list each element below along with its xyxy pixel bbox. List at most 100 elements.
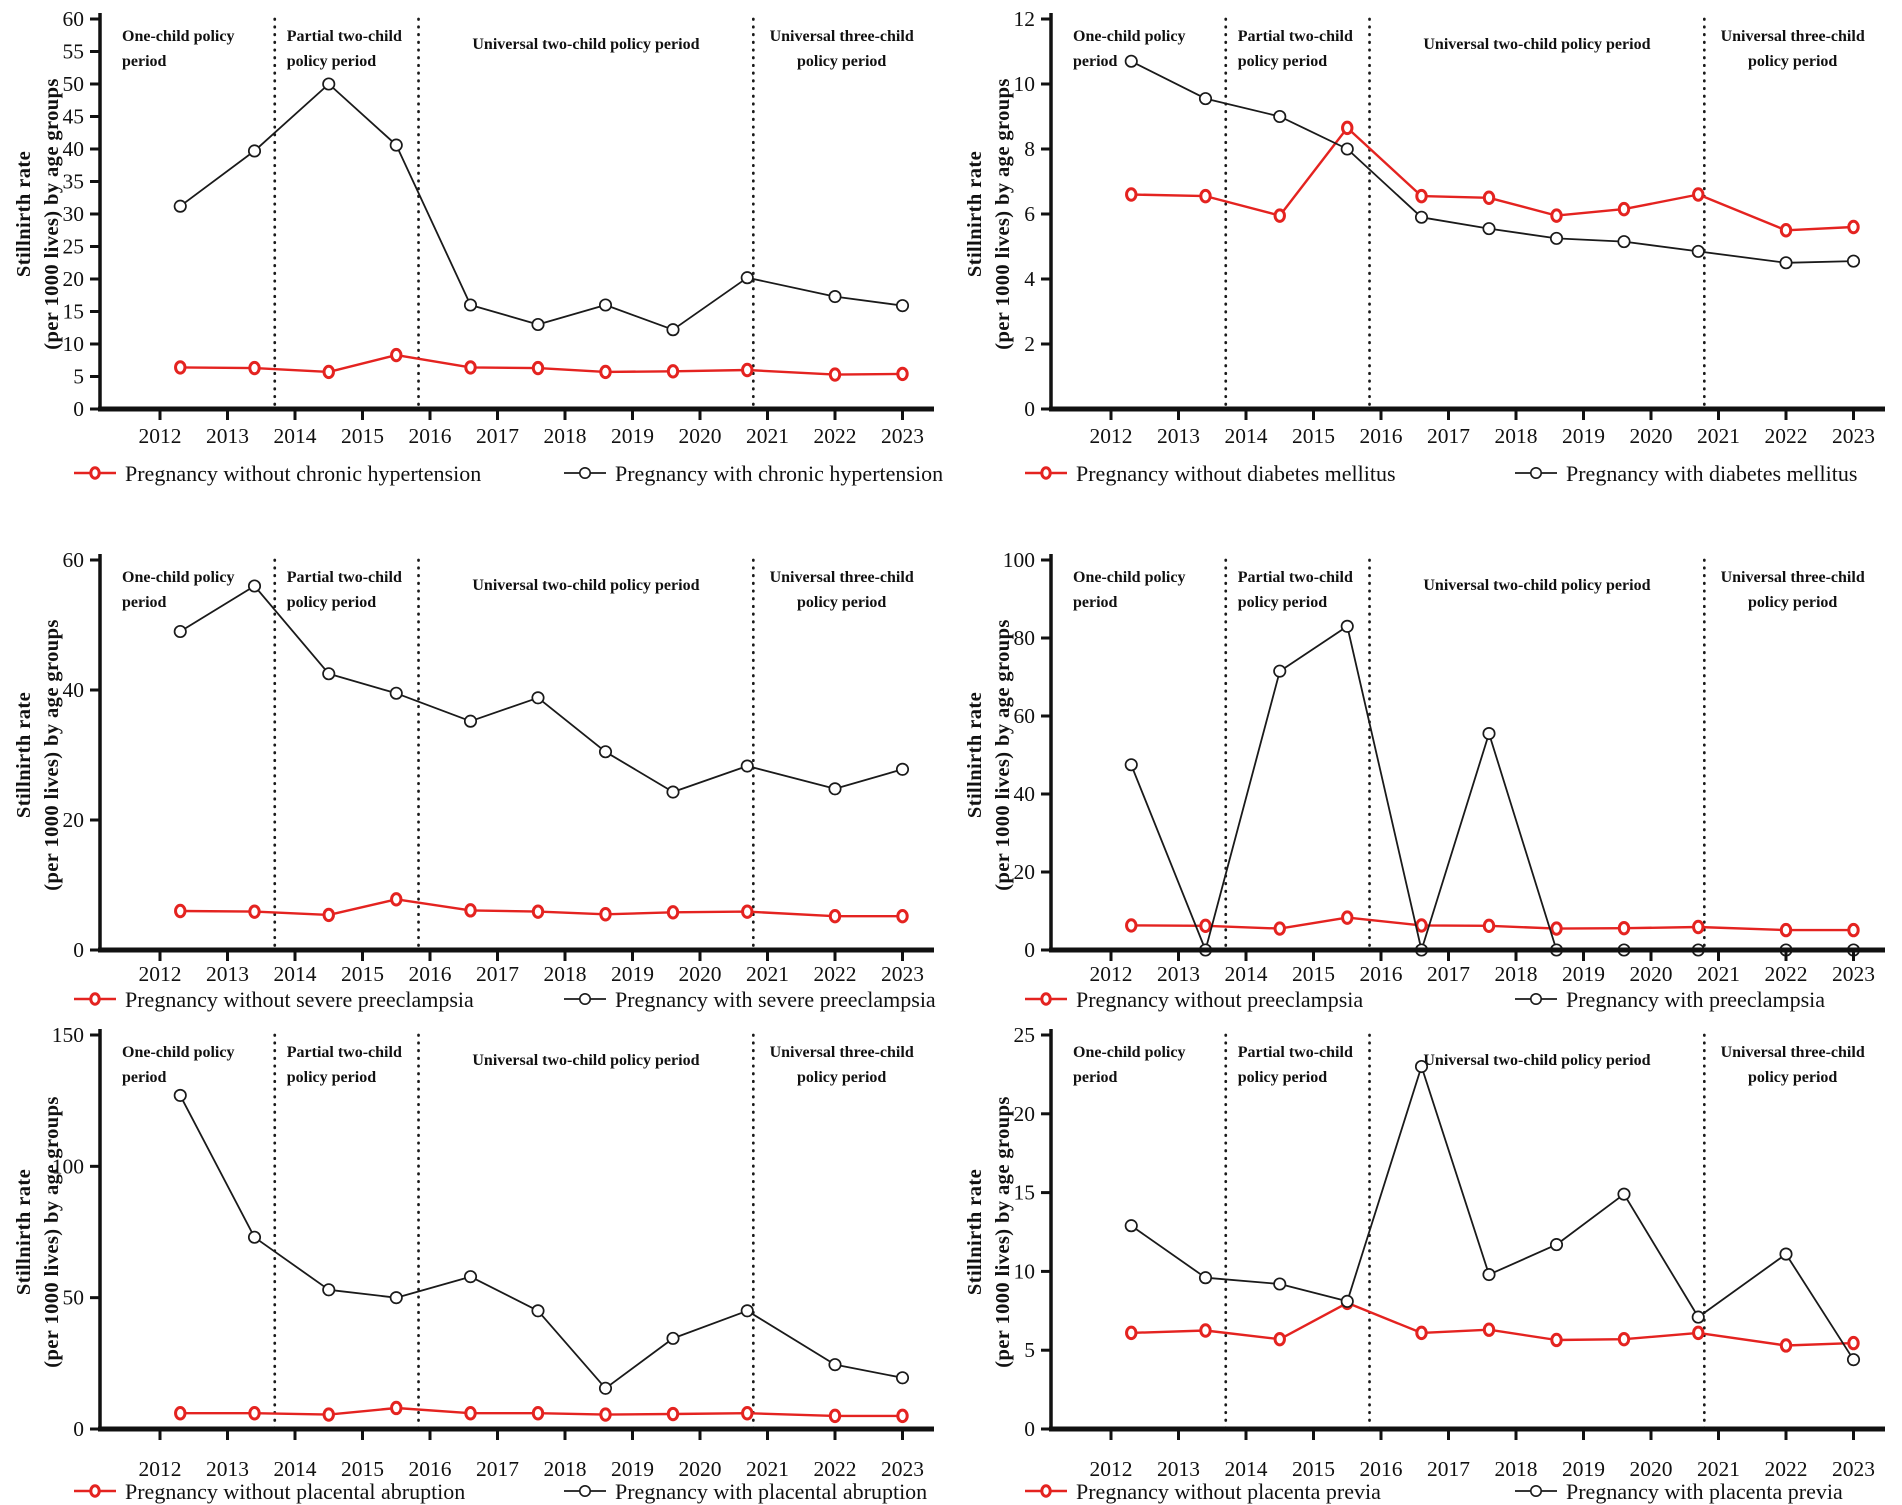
data-point-marker <box>666 323 680 337</box>
data-point-marker <box>390 1400 403 1416</box>
x-tick-label: 2013 <box>1157 962 1200 986</box>
y-axis-title-line2: (per 1000 lives) by age groups <box>992 1096 1014 1367</box>
x-tick-label: 2021 <box>746 962 789 986</box>
legend-marker-circle <box>1529 466 1542 479</box>
y-tick-label: 0 <box>73 938 84 962</box>
data-point-marker <box>1549 231 1564 245</box>
policy-period-label: One-child policy <box>122 28 234 45</box>
y-tick-label: 50 <box>63 72 85 96</box>
x-tick-label: 2023 <box>881 1457 924 1481</box>
x-tick-label: 2018 <box>544 1457 587 1481</box>
policy-period-label: policy period <box>797 1069 886 1086</box>
x-tick-label: 2021 <box>746 1457 789 1481</box>
data-point-marker <box>1124 1219 1138 1233</box>
policy-period-label: One-child policy <box>122 569 234 586</box>
series-line-with-placental-abruption <box>179 1094 903 1390</box>
legend-label: Pregnancy with preeclampsia <box>1566 987 1825 1012</box>
legend-label: Pregnancy with severe preeclampsia <box>615 987 936 1012</box>
legend-marker-circle <box>1040 992 1052 1006</box>
x-tick-label: 2013 <box>1157 424 1200 448</box>
data-point-marker <box>389 686 403 700</box>
data-point-marker <box>895 299 910 313</box>
x-tick-label: 2023 <box>1832 962 1875 986</box>
data-point-marker <box>666 1331 680 1345</box>
x-tick-label: 2021 <box>1697 424 1740 448</box>
legend-marker-circle <box>89 466 101 480</box>
y-tick-label: 12 <box>1014 7 1036 31</box>
data-point-marker <box>828 909 842 924</box>
x-tick-label: 2016 <box>1360 424 1403 448</box>
data-point-marker <box>173 1088 187 1102</box>
data-point-marker <box>1125 918 1138 933</box>
y-tick-label: 0 <box>73 397 84 421</box>
legend-label: Pregnancy without severe preeclampsia <box>125 987 474 1012</box>
x-tick-label: 2012 <box>1090 424 1133 448</box>
x-tick-label: 2015 <box>341 1457 384 1481</box>
x-tick-label: 2014 <box>1225 1457 1268 1481</box>
data-point-marker <box>464 360 477 375</box>
x-tick-label: 2013 <box>1157 1457 1200 1481</box>
legend-marker-circle <box>89 992 101 1006</box>
data-point-marker <box>247 1230 262 1244</box>
y-axis-title-line1: Stillnirth rate <box>964 151 986 277</box>
data-point-marker <box>248 904 261 919</box>
y-axis-title-line2: (per 1000 lives) by age groups <box>41 619 63 890</box>
data-point-marker <box>1273 1277 1287 1291</box>
y-tick-label: 60 <box>1014 704 1036 728</box>
policy-period-label: policy period <box>1238 53 1327 70</box>
data-point-marker <box>896 1408 909 1424</box>
data-point-marker <box>1199 918 1212 934</box>
data-point-marker <box>1779 256 1793 270</box>
data-point-marker <box>1617 201 1631 217</box>
y-tick-label: 0 <box>1024 397 1035 421</box>
policy-period-label: Universal three-child <box>1721 1044 1865 1061</box>
data-point-marker <box>1482 1322 1496 1337</box>
x-tick-label: 2023 <box>1832 1457 1875 1481</box>
chart-panel-placental-abruption: One-child policy period Partial two-child p… <box>13 1023 934 1504</box>
policy-period-label: policy period <box>797 53 886 70</box>
data-point-marker <box>389 1291 403 1305</box>
data-point-marker <box>1414 210 1429 224</box>
policy-period-label: period <box>122 594 167 611</box>
data-point-marker <box>1125 187 1138 202</box>
x-tick-label: 2016 <box>409 424 452 448</box>
data-point-marker <box>599 364 612 380</box>
data-point-marker <box>598 1381 613 1395</box>
x-tick-label: 2019 <box>1562 424 1605 448</box>
x-tick-label: 2014 <box>274 424 317 448</box>
y-tick-label: 10 <box>1014 72 1036 96</box>
policy-period-label: Partial two-child <box>1238 28 1353 45</box>
policy-period-label: policy period <box>287 594 376 611</box>
x-tick-label: 2013 <box>206 962 249 986</box>
y-tick-label: 25 <box>63 235 85 259</box>
data-point-marker <box>741 1406 754 1421</box>
data-point-marker <box>599 907 612 922</box>
data-point-marker <box>531 904 545 919</box>
y-tick-label: 20 <box>63 267 85 291</box>
y-tick-label: 40 <box>63 137 85 161</box>
x-tick-label: 2017 <box>476 1457 519 1481</box>
chart-panel-diabetes-mellitus: One-child policy period Partial two-child p… <box>964 7 1885 486</box>
policy-period-label: policy period <box>1748 53 1837 70</box>
data-point-marker <box>1198 1271 1213 1285</box>
x-tick-label: 2014 <box>274 962 317 986</box>
x-tick-label: 2020 <box>679 962 722 986</box>
data-point-marker <box>1124 54 1138 68</box>
policy-period-label: Universal two-child policy period <box>472 36 699 53</box>
data-point-marker <box>531 360 545 376</box>
x-tick-label: 2016 <box>1360 962 1403 986</box>
data-point-marker <box>895 762 910 776</box>
data-point-marker <box>1199 1323 1212 1338</box>
y-axis-title-line2: (per 1000 lives) by age groups <box>41 1096 63 1367</box>
policy-period-label: Universal two-child policy period <box>1423 577 1650 594</box>
y-tick-label: 50 <box>63 1286 85 1310</box>
data-point-marker <box>1198 92 1213 106</box>
x-tick-label: 2022 <box>814 1457 857 1481</box>
x-tick-label: 2022 <box>814 962 857 986</box>
y-tick-label: 20 <box>63 808 85 832</box>
legend-label: Pregnancy without chronic hypertension <box>125 461 481 486</box>
data-point-marker <box>1415 1325 1428 1341</box>
data-point-marker <box>828 782 842 796</box>
x-tick-label: 2015 <box>1292 424 1335 448</box>
x-tick-label: 2012 <box>139 962 182 986</box>
